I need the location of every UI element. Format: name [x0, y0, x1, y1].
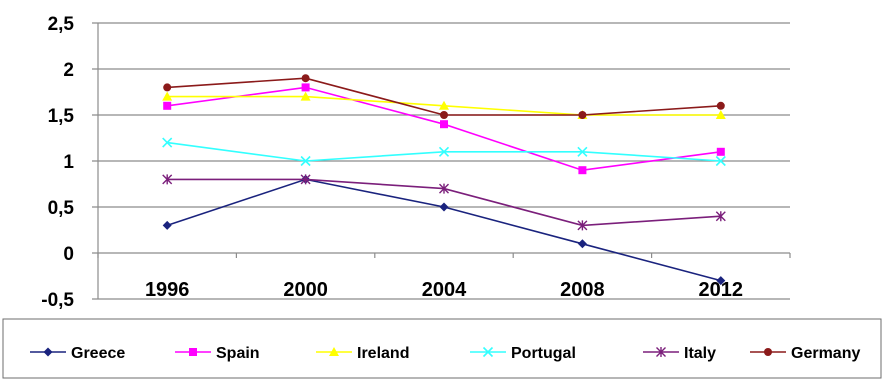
legend-label: Greece [71, 345, 125, 362]
data-point [162, 137, 173, 148]
x-tick-label: 2004 [422, 279, 467, 301]
data-point [163, 101, 172, 110]
series-line [166, 178, 722, 282]
data-point [715, 110, 726, 119]
legend-label: Ireland [357, 345, 409, 362]
data-point [438, 146, 450, 157]
series-portugal [162, 137, 726, 167]
data-point [439, 183, 449, 194]
legend: Greece Spain Ireland Portugal Italy Germany [2, 318, 882, 379]
data-point [440, 120, 448, 129]
legend-label: Spain [216, 345, 260, 362]
y-tick-label: 1 [63, 152, 74, 173]
data-point [301, 83, 310, 92]
grid-lines [92, 22, 790, 300]
y-tick-label: 1,5 [48, 106, 75, 127]
data-point [163, 83, 172, 92]
data-point [162, 174, 173, 185]
data-point [715, 155, 726, 167]
legend-item-spain: Spain [175, 345, 260, 362]
y-tick-label: -0,5 [41, 290, 74, 311]
data-point [716, 101, 725, 110]
legend-item-greece: Greece [30, 345, 125, 362]
x-tick-label: 1996 [145, 279, 190, 301]
data-point [764, 348, 772, 356]
data-point [577, 146, 588, 157]
legend-item-portugal: Portugal [470, 345, 576, 362]
y-axis-ticks: -0,5 0 0,5 1 1,5 2 2,5 [41, 14, 74, 311]
legend-label: Italy [684, 345, 716, 362]
x-axis-ticks: 1996 2000 2004 2008 2012 [145, 279, 743, 301]
x-tick-label: 2000 [283, 279, 328, 301]
series-group [162, 74, 726, 286]
data-point [162, 220, 172, 230]
y-tick-label: 0 [63, 244, 74, 265]
series-greece [162, 174, 726, 286]
data-point [716, 276, 726, 286]
data-point [578, 166, 587, 175]
legend-item-germany: Germany [750, 345, 860, 362]
data-point [577, 239, 587, 249]
data-point [43, 347, 53, 357]
legend-label: Germany [791, 345, 860, 362]
y-tick-label: 2 [63, 60, 74, 81]
legend-item-italy: Italy [643, 345, 716, 362]
data-point [329, 347, 339, 356]
data-point [440, 111, 448, 119]
data-point [578, 111, 587, 119]
data-point [716, 147, 725, 156]
y-tick-label: 0,5 [48, 198, 75, 219]
data-point [300, 174, 311, 185]
data-point [439, 100, 449, 110]
data-point [439, 202, 449, 212]
data-point [301, 74, 310, 83]
series-line [167, 86, 721, 172]
legend-item-ireland: Ireland [316, 345, 409, 362]
x-tick-label: 2008 [560, 279, 605, 301]
legend-label: Portugal [511, 345, 576, 362]
legend-box [2, 318, 882, 379]
y-tick-label: 2,5 [48, 14, 75, 35]
data-point [577, 220, 588, 231]
series-germany [163, 74, 725, 119]
data-point [482, 346, 494, 358]
data-point [715, 211, 726, 222]
data-point [300, 155, 311, 167]
series-spain [163, 83, 725, 175]
axes [92, 23, 791, 299]
data-point [656, 347, 666, 357]
series-italy [162, 174, 726, 231]
data-point [189, 348, 197, 356]
x-tick-label: 2012 [699, 279, 744, 301]
data-point [300, 91, 311, 101]
data-point [162, 91, 173, 101]
